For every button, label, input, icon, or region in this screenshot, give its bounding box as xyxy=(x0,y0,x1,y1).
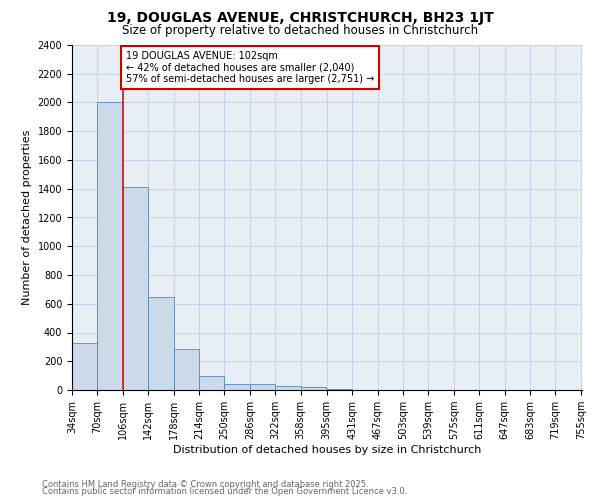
Bar xyxy=(224,384,250,390)
Bar xyxy=(275,386,301,390)
Bar xyxy=(199,376,224,390)
Bar xyxy=(72,344,97,390)
Bar xyxy=(148,296,173,390)
Text: Size of property relative to detached houses in Christchurch: Size of property relative to detached ho… xyxy=(122,24,478,37)
Text: Contains public sector information licensed under the Open Government Licence v3: Contains public sector information licen… xyxy=(42,487,407,496)
X-axis label: Distribution of detached houses by size in Christchurch: Distribution of detached houses by size … xyxy=(173,445,481,455)
Text: 19 DOUGLAS AVENUE: 102sqm
← 42% of detached houses are smaller (2,040)
57% of se: 19 DOUGLAS AVENUE: 102sqm ← 42% of detac… xyxy=(127,50,374,84)
Text: 19, DOUGLAS AVENUE, CHRISTCHURCH, BH23 1JT: 19, DOUGLAS AVENUE, CHRISTCHURCH, BH23 1… xyxy=(107,11,493,25)
Bar xyxy=(301,387,326,390)
Bar xyxy=(250,384,275,390)
Text: Contains HM Land Registry data © Crown copyright and database right 2025.: Contains HM Land Registry data © Crown c… xyxy=(42,480,368,489)
Bar xyxy=(123,188,148,390)
Y-axis label: Number of detached properties: Number of detached properties xyxy=(22,130,32,305)
Bar xyxy=(173,349,199,390)
Bar xyxy=(97,102,123,390)
